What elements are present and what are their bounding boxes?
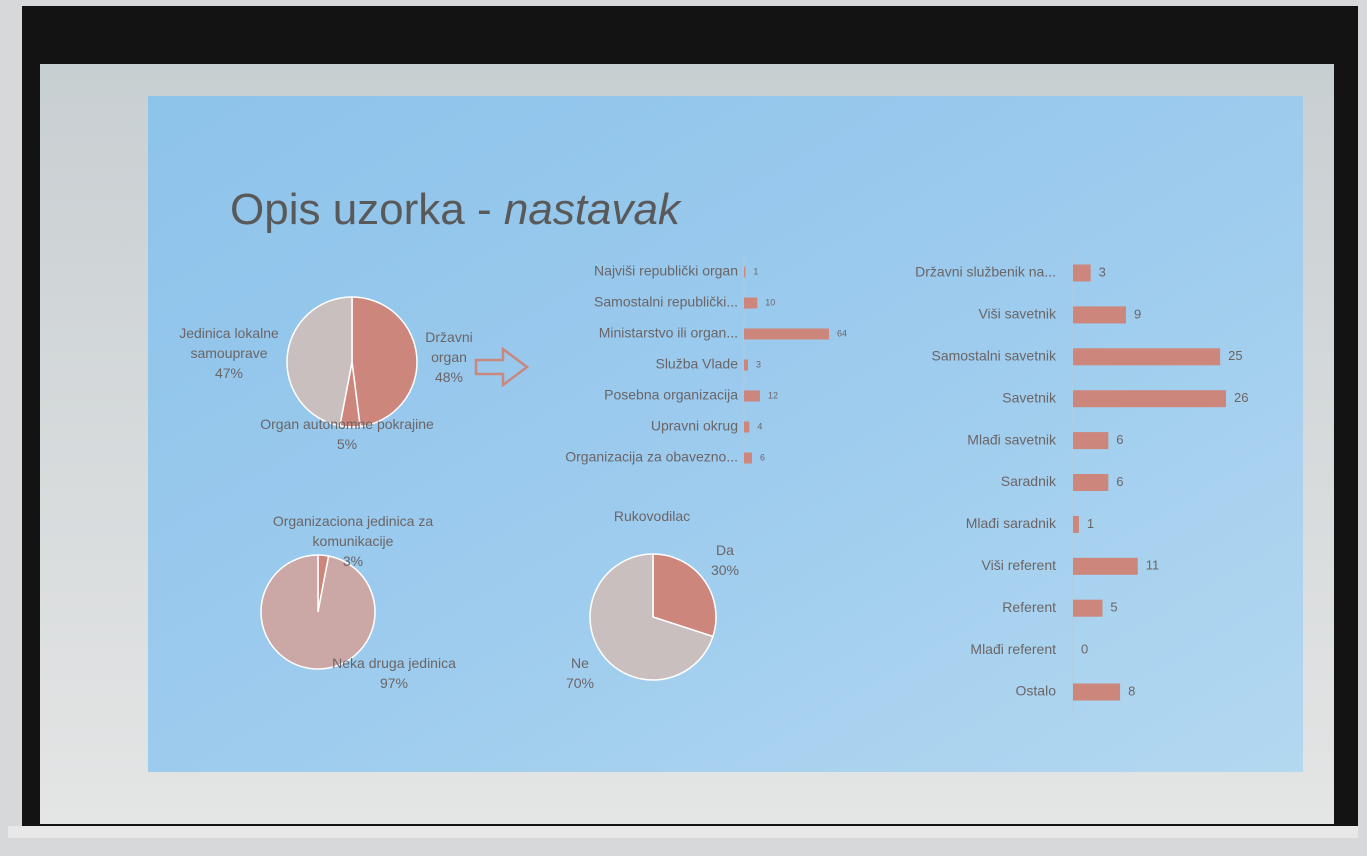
- bar-label: Služba Vlade: [655, 356, 738, 372]
- photo: Najviši republički organ 1 Samostalni repu…: [0, 0, 1367, 856]
- value-label: 11: [1146, 558, 1160, 573]
- bar: [1073, 558, 1138, 575]
- value-label: 10: [765, 297, 775, 307]
- value-label: 9: [1134, 306, 1141, 321]
- value-label: 8: [1128, 683, 1135, 698]
- chart: Najviši republički organ 1 Samostalni repu…: [0, 0, 1367, 856]
- bar-label: Posebna organizacija: [604, 387, 738, 403]
- value-label: 5%: [227, 434, 467, 454]
- bar: [744, 329, 829, 340]
- value-label: 6: [1116, 474, 1123, 489]
- bar-label: Mlađi savetnik: [967, 431, 1057, 447]
- bar: [1073, 684, 1120, 701]
- category-label: Organizaciona jedinica za komunikacije: [253, 511, 453, 551]
- bar-label: Najviši republički organ: [594, 263, 738, 279]
- chart-title: Rukovodilac: [614, 506, 690, 526]
- category-label: Ne: [550, 653, 610, 673]
- bar-label: Ostalo: [1016, 683, 1057, 699]
- value-label: 25: [1228, 348, 1242, 363]
- bar: [744, 391, 760, 402]
- value-label: 3: [1099, 264, 1106, 279]
- bar-label: Referent: [1002, 599, 1056, 615]
- bar-label: Ministarstvo ili organ...: [599, 325, 738, 341]
- title-text: Opis uzorka -: [230, 185, 492, 234]
- bar-label: Mlađi referent: [970, 641, 1056, 657]
- value-label: 97%: [314, 673, 474, 693]
- bar-label: Upravni okrug: [651, 418, 738, 434]
- bar-label: Organizacija za obavezno...: [565, 449, 738, 465]
- value-label: 1: [753, 266, 758, 276]
- category-label: Organ autonomne pokrajine: [227, 414, 467, 434]
- value-label: 3%: [253, 551, 453, 571]
- category-label: Neka druga jedinica: [314, 653, 474, 673]
- value-label: 0: [1081, 642, 1088, 657]
- value-label: 47%: [179, 363, 279, 383]
- value-label: 26: [1234, 390, 1248, 405]
- category-label: Jedinica lokalne samouprave: [179, 323, 279, 363]
- value-label: 70%: [550, 673, 610, 693]
- bar-label: Samostalni republički...: [594, 294, 738, 310]
- bar: [1073, 390, 1226, 407]
- bar: [1073, 265, 1091, 282]
- bar-label: Viši referent: [982, 557, 1057, 573]
- value-label: 64: [837, 328, 847, 338]
- bar-label: Samostalni savetnik: [931, 348, 1057, 364]
- value-label: 12: [768, 390, 778, 400]
- title-emphasis: nastavak: [504, 185, 680, 234]
- slide-title: Opis uzorka - nastavak: [230, 185, 680, 235]
- bar-label: Saradnik: [1001, 473, 1057, 489]
- bar: [744, 298, 757, 309]
- bar: [1073, 474, 1108, 491]
- bar: [744, 360, 748, 371]
- value-label: 48%: [409, 367, 489, 387]
- bar-label: Savetnik: [1002, 389, 1057, 405]
- bar: [1073, 600, 1102, 617]
- value-label: 5: [1110, 600, 1117, 615]
- value-label: 4: [757, 421, 762, 431]
- value-label: 6: [1116, 432, 1123, 447]
- value-label: 3: [756, 359, 761, 369]
- bar-label: Viši savetnik: [978, 306, 1057, 322]
- bar: [1073, 348, 1220, 365]
- bar: [744, 453, 752, 464]
- pie-slice: [261, 555, 375, 669]
- category-label: Državni organ: [409, 327, 489, 367]
- bar: [744, 422, 749, 433]
- value-label: 1: [1087, 516, 1094, 531]
- bar-label: Mlađi saradnik: [966, 515, 1057, 531]
- bar: [744, 267, 745, 278]
- bar-label: Državni službenik na...: [915, 264, 1056, 280]
- bar: [1073, 432, 1108, 449]
- bar: [1073, 306, 1126, 323]
- value-label: 30%: [695, 560, 755, 580]
- value-label: 6: [760, 452, 765, 462]
- category-label: Da: [695, 540, 755, 560]
- screen-bottom: [8, 826, 1358, 838]
- bar: [1073, 516, 1079, 533]
